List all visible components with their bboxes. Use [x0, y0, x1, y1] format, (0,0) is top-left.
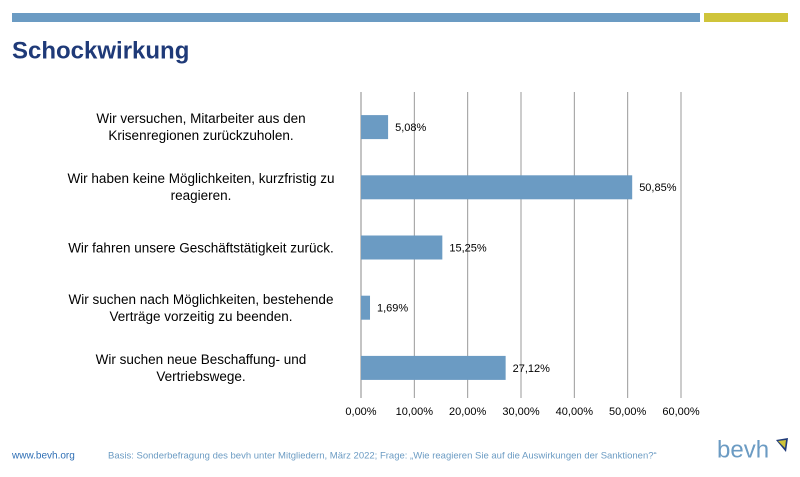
slide-title: Schockwirkung	[12, 37, 189, 64]
category-label: Wir fahren unsere Geschäftstätigkeit zur…	[68, 240, 334, 255]
x-tick-label: 0,00%	[345, 406, 376, 418]
category-label: Wir suchen nach Möglichkeiten, bestehend…	[68, 291, 334, 324]
category-label: Wir haben keine Möglichkeiten, kurzfrist…	[67, 171, 335, 204]
x-tick-label: 10,00%	[396, 406, 434, 418]
top-bar-blue	[12, 13, 700, 22]
value-label: 15,25%	[449, 242, 487, 254]
value-label: 50,85%	[639, 182, 677, 194]
bar	[361, 175, 633, 200]
value-label: 5,08%	[395, 122, 426, 134]
value-label: 1,69%	[377, 303, 408, 315]
logo: bevh	[717, 436, 769, 463]
website: www.bevh.org	[11, 451, 75, 462]
bar	[361, 235, 443, 260]
x-tick-label: 40,00%	[556, 406, 594, 418]
x-tick-label: 20,00%	[449, 406, 487, 418]
value-label: 27,12%	[513, 363, 551, 375]
bar	[361, 295, 371, 320]
x-tick-label: 50,00%	[609, 406, 647, 418]
top-bar-yellow	[704, 13, 788, 22]
bar	[361, 355, 506, 380]
category-label: Wir versuchen, Mitarbeiter aus den Krise…	[96, 111, 306, 144]
bar	[361, 115, 389, 140]
logo-icon-accent	[778, 440, 786, 448]
x-tick-label: 60,00%	[662, 406, 700, 418]
category-label: Wir suchen neue Beschaffung- und Vertrie…	[95, 351, 307, 384]
x-tick-label: 30,00%	[502, 406, 540, 418]
footnote: Basis: Sonderbefragung des bevh unter Mi…	[108, 451, 657, 462]
